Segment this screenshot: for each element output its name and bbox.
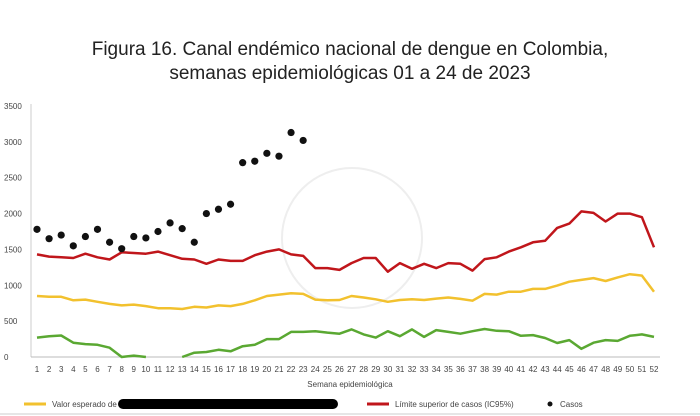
x-tick-label: 11 bbox=[154, 365, 163, 374]
case-point bbox=[299, 136, 307, 145]
case-point bbox=[190, 238, 198, 246]
case-point bbox=[45, 235, 53, 243]
x-tick-label: 20 bbox=[262, 365, 271, 374]
x-tick-label: 15 bbox=[202, 365, 211, 374]
x-tick-label: 33 bbox=[420, 365, 429, 374]
x-tick-label: 23 bbox=[299, 365, 308, 374]
x-tick-label: 39 bbox=[492, 365, 501, 374]
x-tick-label: 43 bbox=[541, 365, 550, 374]
x-tick-label: 18 bbox=[238, 365, 247, 374]
x-tick-label: 2 bbox=[47, 365, 52, 374]
y-tick-label: 1500 bbox=[4, 245, 22, 254]
x-tick-label: 38 bbox=[480, 365, 489, 374]
case-point bbox=[251, 157, 259, 165]
case-point bbox=[239, 159, 247, 167]
x-tick-label: 27 bbox=[347, 365, 356, 374]
x-tick-label: 30 bbox=[383, 365, 392, 374]
x-tick-label: 14 bbox=[190, 365, 199, 374]
x-tick-label: 35 bbox=[444, 365, 453, 374]
x-tick-label: 21 bbox=[275, 365, 284, 374]
y-tick-label: 0 bbox=[4, 353, 9, 362]
y-tick-label: 500 bbox=[4, 317, 18, 326]
x-tick-label: 50 bbox=[625, 365, 634, 374]
x-tick-label: 32 bbox=[408, 365, 417, 374]
y-tick-label: 3500 bbox=[4, 102, 22, 111]
case-point bbox=[214, 205, 223, 213]
case-point bbox=[130, 232, 138, 241]
x-tick-label: 37 bbox=[468, 365, 477, 374]
x-tick-label: 10 bbox=[141, 365, 150, 374]
x-tick-label: 41 bbox=[516, 365, 525, 374]
x-tick-label: 13 bbox=[178, 365, 187, 374]
x-tick-label: 40 bbox=[504, 365, 513, 374]
series-line-0 bbox=[36, 272, 655, 311]
legend-label: Valor esperado de casos bbox=[52, 400, 140, 409]
x-tick-label: 8 bbox=[119, 365, 124, 374]
y-tick-label: 3000 bbox=[4, 138, 22, 147]
chart-title: Figura 16. Canal endémico nacional de de… bbox=[0, 38, 700, 86]
x-tick-label: 7 bbox=[107, 365, 112, 374]
x-tick-label: 46 bbox=[577, 365, 586, 374]
case-point bbox=[275, 152, 283, 160]
x-tick-label: 3 bbox=[59, 365, 64, 374]
case-point bbox=[263, 149, 271, 157]
x-axis-label: Semana epidemiológica bbox=[307, 380, 393, 389]
case-point bbox=[33, 225, 41, 233]
case-point bbox=[118, 245, 126, 253]
x-tick-label: 26 bbox=[335, 365, 344, 374]
x-tick-label: 48 bbox=[601, 365, 610, 374]
y-tick-label: 2500 bbox=[4, 174, 22, 183]
case-point bbox=[105, 238, 114, 246]
case-point bbox=[69, 242, 77, 250]
case-point bbox=[202, 209, 210, 218]
case-point bbox=[166, 219, 174, 227]
x-tick-label: 4 bbox=[71, 365, 76, 374]
x-tick-label: 45 bbox=[565, 365, 574, 374]
case-point bbox=[178, 225, 186, 233]
x-tick-label: 5 bbox=[83, 365, 88, 374]
x-tick-label: 16 bbox=[214, 365, 223, 374]
y-tick-label: 2000 bbox=[4, 210, 22, 219]
case-point bbox=[226, 200, 235, 208]
x-tick-label: 29 bbox=[371, 365, 380, 374]
x-tick-label: 52 bbox=[650, 365, 659, 374]
x-tick-label: 51 bbox=[637, 365, 646, 374]
x-tick-label: 24 bbox=[311, 365, 320, 374]
chart-title-line1: Figura 16. Canal endémico nacional de de… bbox=[91, 39, 609, 60]
watermark-seal bbox=[281, 167, 423, 309]
series-line-2 bbox=[36, 210, 656, 273]
x-tick-label: 28 bbox=[359, 365, 368, 374]
y-tick-label: 1000 bbox=[4, 281, 22, 290]
case-point bbox=[81, 232, 89, 241]
legend-label: Límite superior de casos (IC95%) bbox=[395, 400, 514, 409]
x-tick-label: 49 bbox=[613, 365, 622, 374]
legend-label: Casos bbox=[560, 400, 583, 409]
case-point bbox=[154, 227, 162, 236]
x-tick-label: 22 bbox=[287, 365, 296, 374]
legend-swatch bbox=[547, 401, 553, 407]
case-point bbox=[287, 128, 295, 137]
x-tick-label: 19 bbox=[250, 365, 259, 374]
case-point bbox=[57, 231, 65, 239]
series-line-1 bbox=[36, 327, 655, 359]
chart-subtitle: semanas epidemiológicas 01 a 24 de 2023 bbox=[169, 63, 531, 84]
x-tick-label: 31 bbox=[395, 365, 404, 374]
redaction-bar bbox=[118, 399, 338, 409]
case-point bbox=[142, 234, 150, 242]
x-tick-label: 36 bbox=[456, 365, 465, 374]
x-tick-label: 25 bbox=[323, 365, 332, 374]
x-tick-label: 47 bbox=[589, 365, 598, 374]
x-tick-label: 9 bbox=[132, 365, 137, 374]
case-point bbox=[93, 225, 102, 233]
x-tick-label: 12 bbox=[166, 365, 175, 374]
x-tick-label: 44 bbox=[553, 365, 562, 374]
x-tick-label: 42 bbox=[529, 365, 538, 374]
x-tick-label: 6 bbox=[95, 365, 100, 374]
x-tick-label: 1 bbox=[35, 365, 40, 374]
x-tick-label: 17 bbox=[226, 365, 235, 374]
x-tick-label: 34 bbox=[432, 365, 441, 374]
